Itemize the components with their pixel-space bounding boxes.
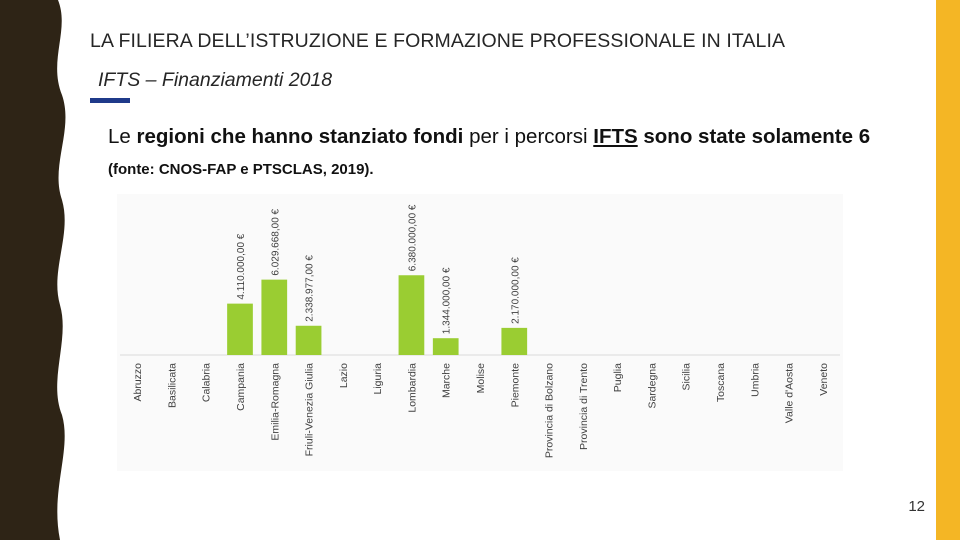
desc-ifts: IFTS <box>593 125 638 148</box>
data-label: 6.380.000,00 € <box>407 204 418 271</box>
bar <box>227 303 253 355</box>
funding-chart: Abruzzo Basilicata Calabria 4.110.000,00 € C… <box>117 194 843 471</box>
slide-subtitle: IFTS – Finanziamenti 2018 <box>98 69 333 91</box>
decorative-left-band <box>0 0 72 540</box>
category-label: Basilicata <box>166 363 178 408</box>
category-label: Sardegna <box>646 363 658 409</box>
desc-text-5: sono state solamente 6 <box>637 125 871 148</box>
category-label: Veneto <box>818 363 830 396</box>
bar <box>398 275 425 355</box>
data-label: 6.029.668,00 € <box>270 208 281 275</box>
bar <box>432 338 459 355</box>
category-label: Calabria <box>201 363 213 402</box>
category-label: Provincia di Trento <box>578 363 590 450</box>
bar <box>501 327 528 355</box>
desc-source: (fonte: CNOS-FAP e PTSCLAS, 2019). <box>108 161 374 178</box>
category-label: Emilia-Romagna <box>269 363 281 441</box>
category-label: Abruzzo <box>132 363 144 402</box>
bar-chart-svg: Abruzzo Basilicata Calabria 4.110.000,00 € C… <box>120 204 840 458</box>
category-label: Valle d'Aosta <box>784 363 796 423</box>
desc-text-1: Le <box>108 125 137 148</box>
category-label: Sicilia <box>681 363 693 391</box>
category-label: Lombardia <box>406 363 418 413</box>
slide-title: LA FILIERA DELL’ISTRUZIONE E FORMAZIONE … <box>90 30 786 52</box>
slide-description: Le regioni che hanno stanziato fondi per… <box>108 121 888 185</box>
category-label: Puglia <box>612 363 624 392</box>
category-label: Liguria <box>372 363 384 395</box>
data-label: 4.110.000,00 € <box>236 233 247 299</box>
data-label: 2.170.000,00 € <box>510 257 521 324</box>
category-label: Umbria <box>749 363 761 397</box>
page-number: 12 <box>908 498 925 515</box>
category-label: Marche <box>441 363 453 398</box>
category-label: Molise <box>475 363 487 394</box>
bar <box>261 279 288 355</box>
bar <box>295 325 322 355</box>
category-label: Provincia di Bolzano <box>544 363 556 458</box>
desc-text-2: regioni che hanno stanziato fondi <box>136 125 464 148</box>
desc-text-3: per i percorsi <box>463 125 594 148</box>
decorative-right-band <box>936 0 960 540</box>
data-label: 1.344.000,00 € <box>442 267 453 334</box>
category-label: Campania <box>235 363 247 411</box>
category-label: Piemonte <box>509 363 521 408</box>
data-label: 2.338.977,00 € <box>305 255 316 322</box>
category-label: Friuli-Venezia Giulia <box>304 363 316 457</box>
title-underline <box>90 98 130 103</box>
category-label: Lazio <box>338 363 350 388</box>
category-label: Toscana <box>715 363 727 402</box>
